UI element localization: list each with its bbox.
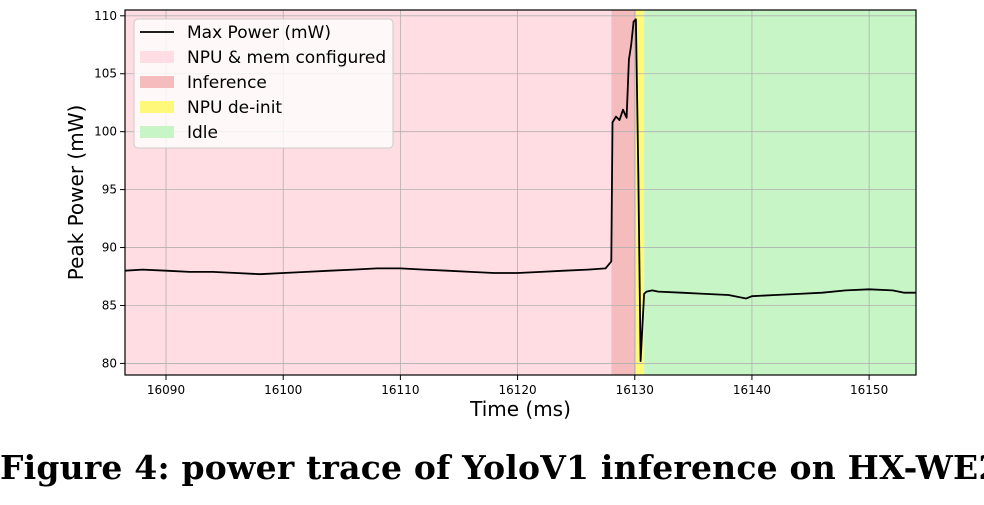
y-tick-label-1: 85	[102, 298, 117, 312]
figure-caption: Figure 4: power trace of YoloV1 inferenc…	[0, 448, 984, 487]
y-tick-label-5: 105	[94, 67, 117, 81]
x-axis-label: Time (ms)	[469, 397, 571, 421]
region-1	[611, 10, 636, 375]
grid-layer	[125, 10, 916, 375]
chart: 16090 16100 16110 16120 16130 16140 16150 80 85 9…	[64, 9, 917, 421]
tick-layer: 16090 16100 16110 16120 16130 16140 16150 80 85 9…	[94, 9, 888, 397]
legend-patch-4	[140, 126, 174, 138]
x-tick-label-2: 16110	[381, 383, 419, 397]
series-line-0	[124, 18, 916, 363]
legend-label-3: NPU de-init	[187, 98, 282, 118]
legend: Max Power (mW) NPU & mem configured Infere…	[133, 18, 394, 149]
legend-patch-3	[140, 101, 174, 113]
y-tick-label-6: 110	[94, 9, 117, 23]
x-tick-label-4: 16130	[616, 383, 654, 397]
y-tick-label-4: 100	[94, 125, 117, 139]
legend-box	[133, 18, 394, 149]
x-tick-label-6: 16150	[850, 383, 888, 397]
region-3	[644, 10, 916, 375]
legend-patch-1	[140, 51, 174, 63]
y-axis-label: Peak Power (mW)	[64, 105, 88, 281]
y-tick-label-3: 95	[102, 183, 117, 197]
legend-label-4: Idle	[187, 123, 218, 143]
legend-label-2: Inference	[187, 73, 267, 93]
x-tick-label-0: 16090	[147, 383, 185, 397]
x-tick-label-1: 16100	[264, 383, 302, 397]
y-tick-label-2: 90	[102, 241, 117, 255]
y-tick-label-0: 80	[102, 356, 117, 370]
region-2	[635, 10, 645, 375]
plot-frame	[124, 9, 917, 376]
legend-label-1: NPU & mem configured	[187, 48, 386, 68]
legend-label-0: Max Power (mW)	[187, 23, 331, 43]
x-tick-label-5: 16140	[733, 383, 771, 397]
series-layer	[124, 18, 916, 363]
legend-patch-2	[140, 76, 174, 88]
x-tick-label-3: 16120	[498, 383, 536, 397]
